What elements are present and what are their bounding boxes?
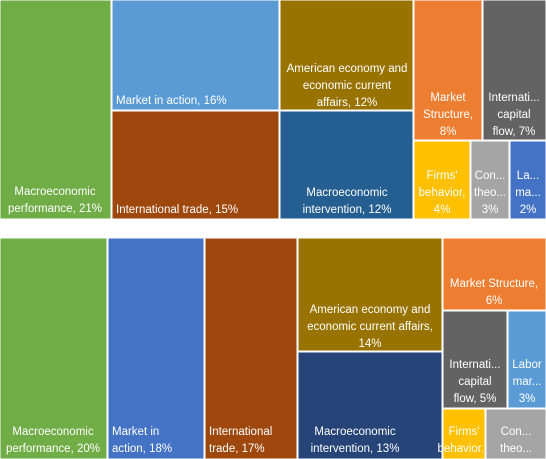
treemap-cell	[111, 0, 280, 111]
cell-label: ma...	[515, 187, 541, 199]
treemap-cell	[297, 351, 443, 459]
cell-label: performance, 21%	[8, 203, 102, 215]
cell-label: Market in	[112, 426, 159, 438]
cell-label: action, 18%	[112, 443, 172, 455]
cell-label: 8%	[440, 126, 457, 138]
cell-label: Labor	[512, 359, 542, 371]
cell-label: 14%	[358, 338, 381, 350]
treemap-cell	[442, 408, 486, 459]
cell-label: Market	[430, 92, 466, 104]
cell-label: Firms'	[427, 170, 458, 182]
cell-label: behavior,	[419, 187, 466, 199]
cell-label: capital	[497, 109, 530, 121]
treemap-cell	[279, 110, 414, 220]
cell-label: 3%	[519, 393, 536, 405]
cell-label: Market in action, 16%	[116, 95, 227, 107]
cell-label: Macroeconomic	[314, 426, 395, 438]
cell-label: 2%	[520, 204, 537, 216]
treemap-cell	[470, 140, 510, 220]
treemap-cell	[413, 0, 483, 141]
treemap-cell	[442, 310, 508, 409]
cell-label: Internati...	[449, 359, 500, 371]
cell-label: Macroeconomic	[306, 187, 387, 199]
cell-label: 4%	[434, 204, 451, 216]
cell-label: economic current	[303, 80, 392, 92]
treemap-cell	[442, 237, 546, 311]
cell-label: behavior...	[437, 443, 490, 455]
cell-label: American economy and	[310, 304, 431, 316]
treemap-cell	[204, 237, 298, 459]
cell-label: International trade, 15%	[116, 204, 238, 216]
cell-label: La...	[517, 170, 539, 182]
cell-label: performance, 20%	[6, 443, 100, 455]
treemap-cell	[485, 408, 546, 459]
cell-label: intervention, 12%	[303, 204, 392, 216]
cell-label: economic current affairs,	[307, 321, 433, 333]
cell-label: intervention, 13%	[311, 443, 400, 455]
cell-label: affairs, 12%	[317, 97, 378, 109]
treemap-cell	[482, 0, 546, 141]
cell-label: theo...	[500, 443, 532, 455]
cell-label: Macroeconomic	[14, 186, 95, 198]
treemap-cell	[413, 140, 471, 220]
cell-label: Macroeconomic	[12, 426, 93, 438]
treemap-cell	[107, 237, 205, 459]
cell-label: Firms'	[449, 426, 480, 438]
cell-label: trade, 17%	[209, 443, 265, 455]
cell-label: American economy and	[287, 63, 408, 75]
cell-label: Structure,	[423, 109, 473, 121]
treemap-cell	[297, 237, 443, 352]
treemap-cell	[507, 310, 546, 409]
cell-label: Market Structure,	[450, 278, 538, 290]
treemap-cell	[509, 140, 546, 220]
cell-label: flow, 7%	[493, 126, 536, 138]
cell-label: International	[209, 426, 272, 438]
cell-label: 3%	[482, 204, 499, 216]
treemap-cell	[279, 0, 414, 111]
cell-label: flow, 5%	[454, 393, 497, 405]
cell-label: mar...	[513, 376, 542, 388]
cell-label: theo...	[474, 187, 506, 199]
cell-label: Con...	[501, 426, 532, 438]
treemap-cell	[0, 0, 112, 220]
cell-label: Internati...	[488, 92, 539, 104]
treemap-cell	[0, 237, 108, 459]
cell-label: Con...	[475, 170, 506, 182]
cell-label: capital	[458, 376, 491, 388]
cell-label: 6%	[486, 295, 503, 307]
treemap-cell	[111, 110, 280, 220]
